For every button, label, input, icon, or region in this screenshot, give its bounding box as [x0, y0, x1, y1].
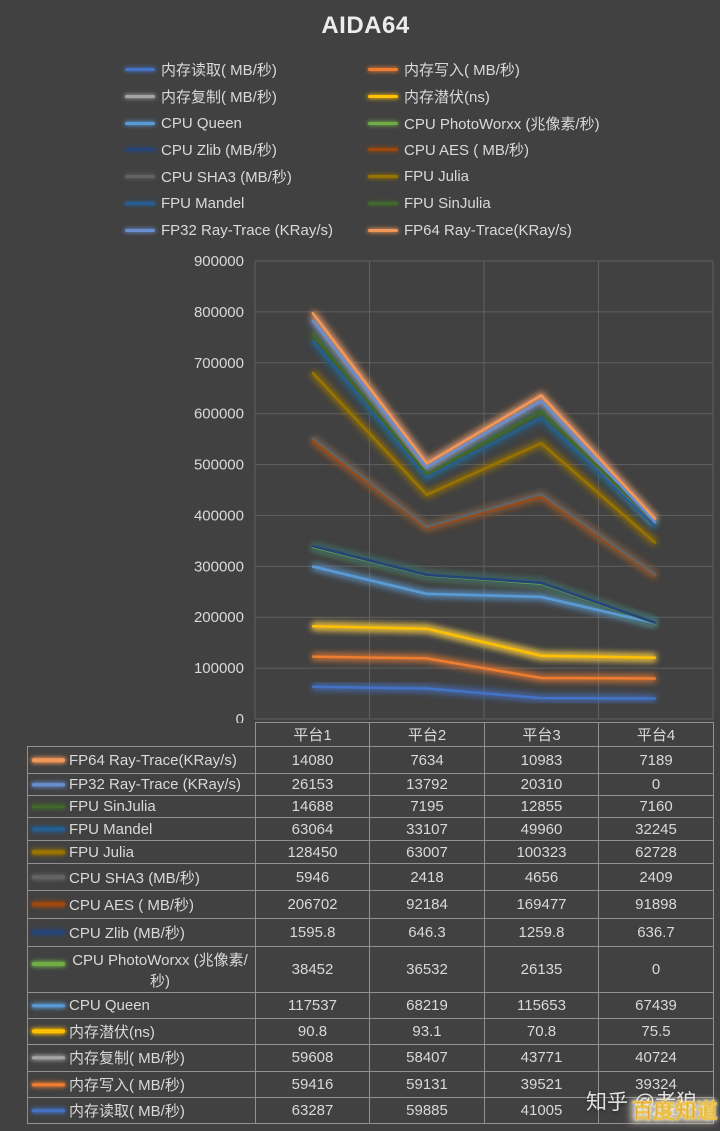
svg-text:700000: 700000	[194, 355, 244, 372]
svg-text:百度知道: 百度知道	[632, 1099, 718, 1123]
svg-text:600000: 600000	[194, 406, 244, 423]
svg-text:200000: 200000	[194, 609, 244, 626]
svg-text:0: 0	[236, 711, 244, 728]
svg-text:800000: 800000	[194, 304, 244, 321]
svg-text:100000: 100000	[194, 660, 244, 677]
svg-text:400000: 400000	[194, 507, 244, 524]
svg-text:300000: 300000	[194, 558, 244, 575]
svg-text:900000: 900000	[194, 253, 244, 270]
svg-text:500000: 500000	[194, 457, 244, 474]
